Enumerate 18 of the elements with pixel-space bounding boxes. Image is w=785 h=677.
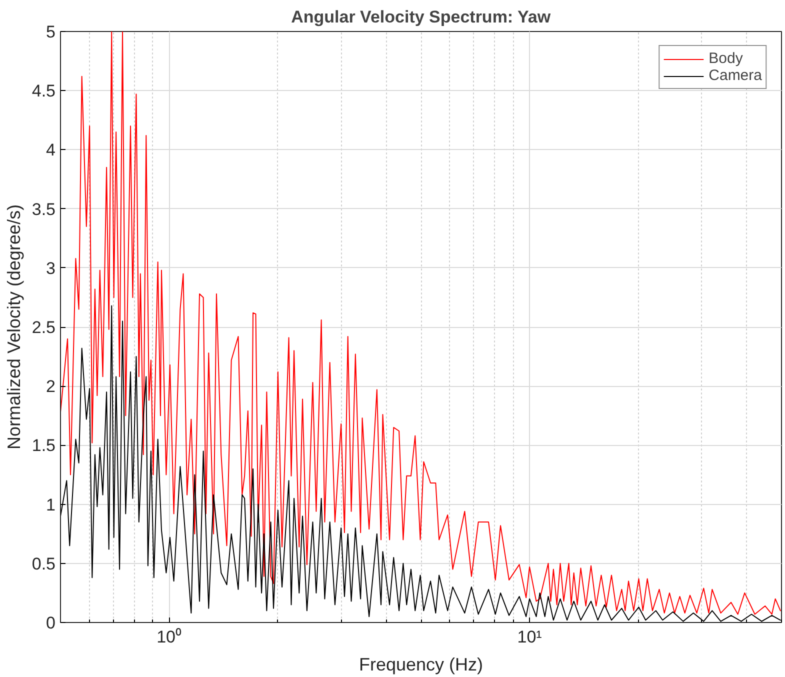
x-tick-label: 10¹ bbox=[517, 628, 542, 646]
y-tick-label: 4.5 bbox=[32, 82, 56, 101]
chart-title: Angular Velocity Spectrum: Yaw bbox=[291, 8, 552, 26]
y-tick-label: 5 bbox=[46, 22, 56, 42]
x-axis-title: Frequency (Hz) bbox=[358, 654, 484, 674]
y-tick-label: 1 bbox=[46, 495, 56, 514]
legend-label: Body bbox=[708, 50, 743, 67]
y-axis-title: Normalized Velocity (degree/s) bbox=[4, 204, 24, 450]
x-tick-label: 10⁰ bbox=[156, 628, 182, 646]
y-tick-label: 2 bbox=[46, 377, 56, 396]
legend-label: Camera bbox=[708, 67, 762, 84]
y-tick-label: 2.5 bbox=[32, 318, 56, 337]
y-tick-label: 3.5 bbox=[32, 200, 56, 219]
y-tick-label: 1.5 bbox=[32, 436, 56, 456]
y-tick-label: 0 bbox=[46, 614, 56, 632]
y-tick-label: 3 bbox=[46, 258, 56, 278]
y-tick-label: 4 bbox=[46, 140, 56, 160]
y-tick-label: 0.5 bbox=[32, 554, 56, 574]
